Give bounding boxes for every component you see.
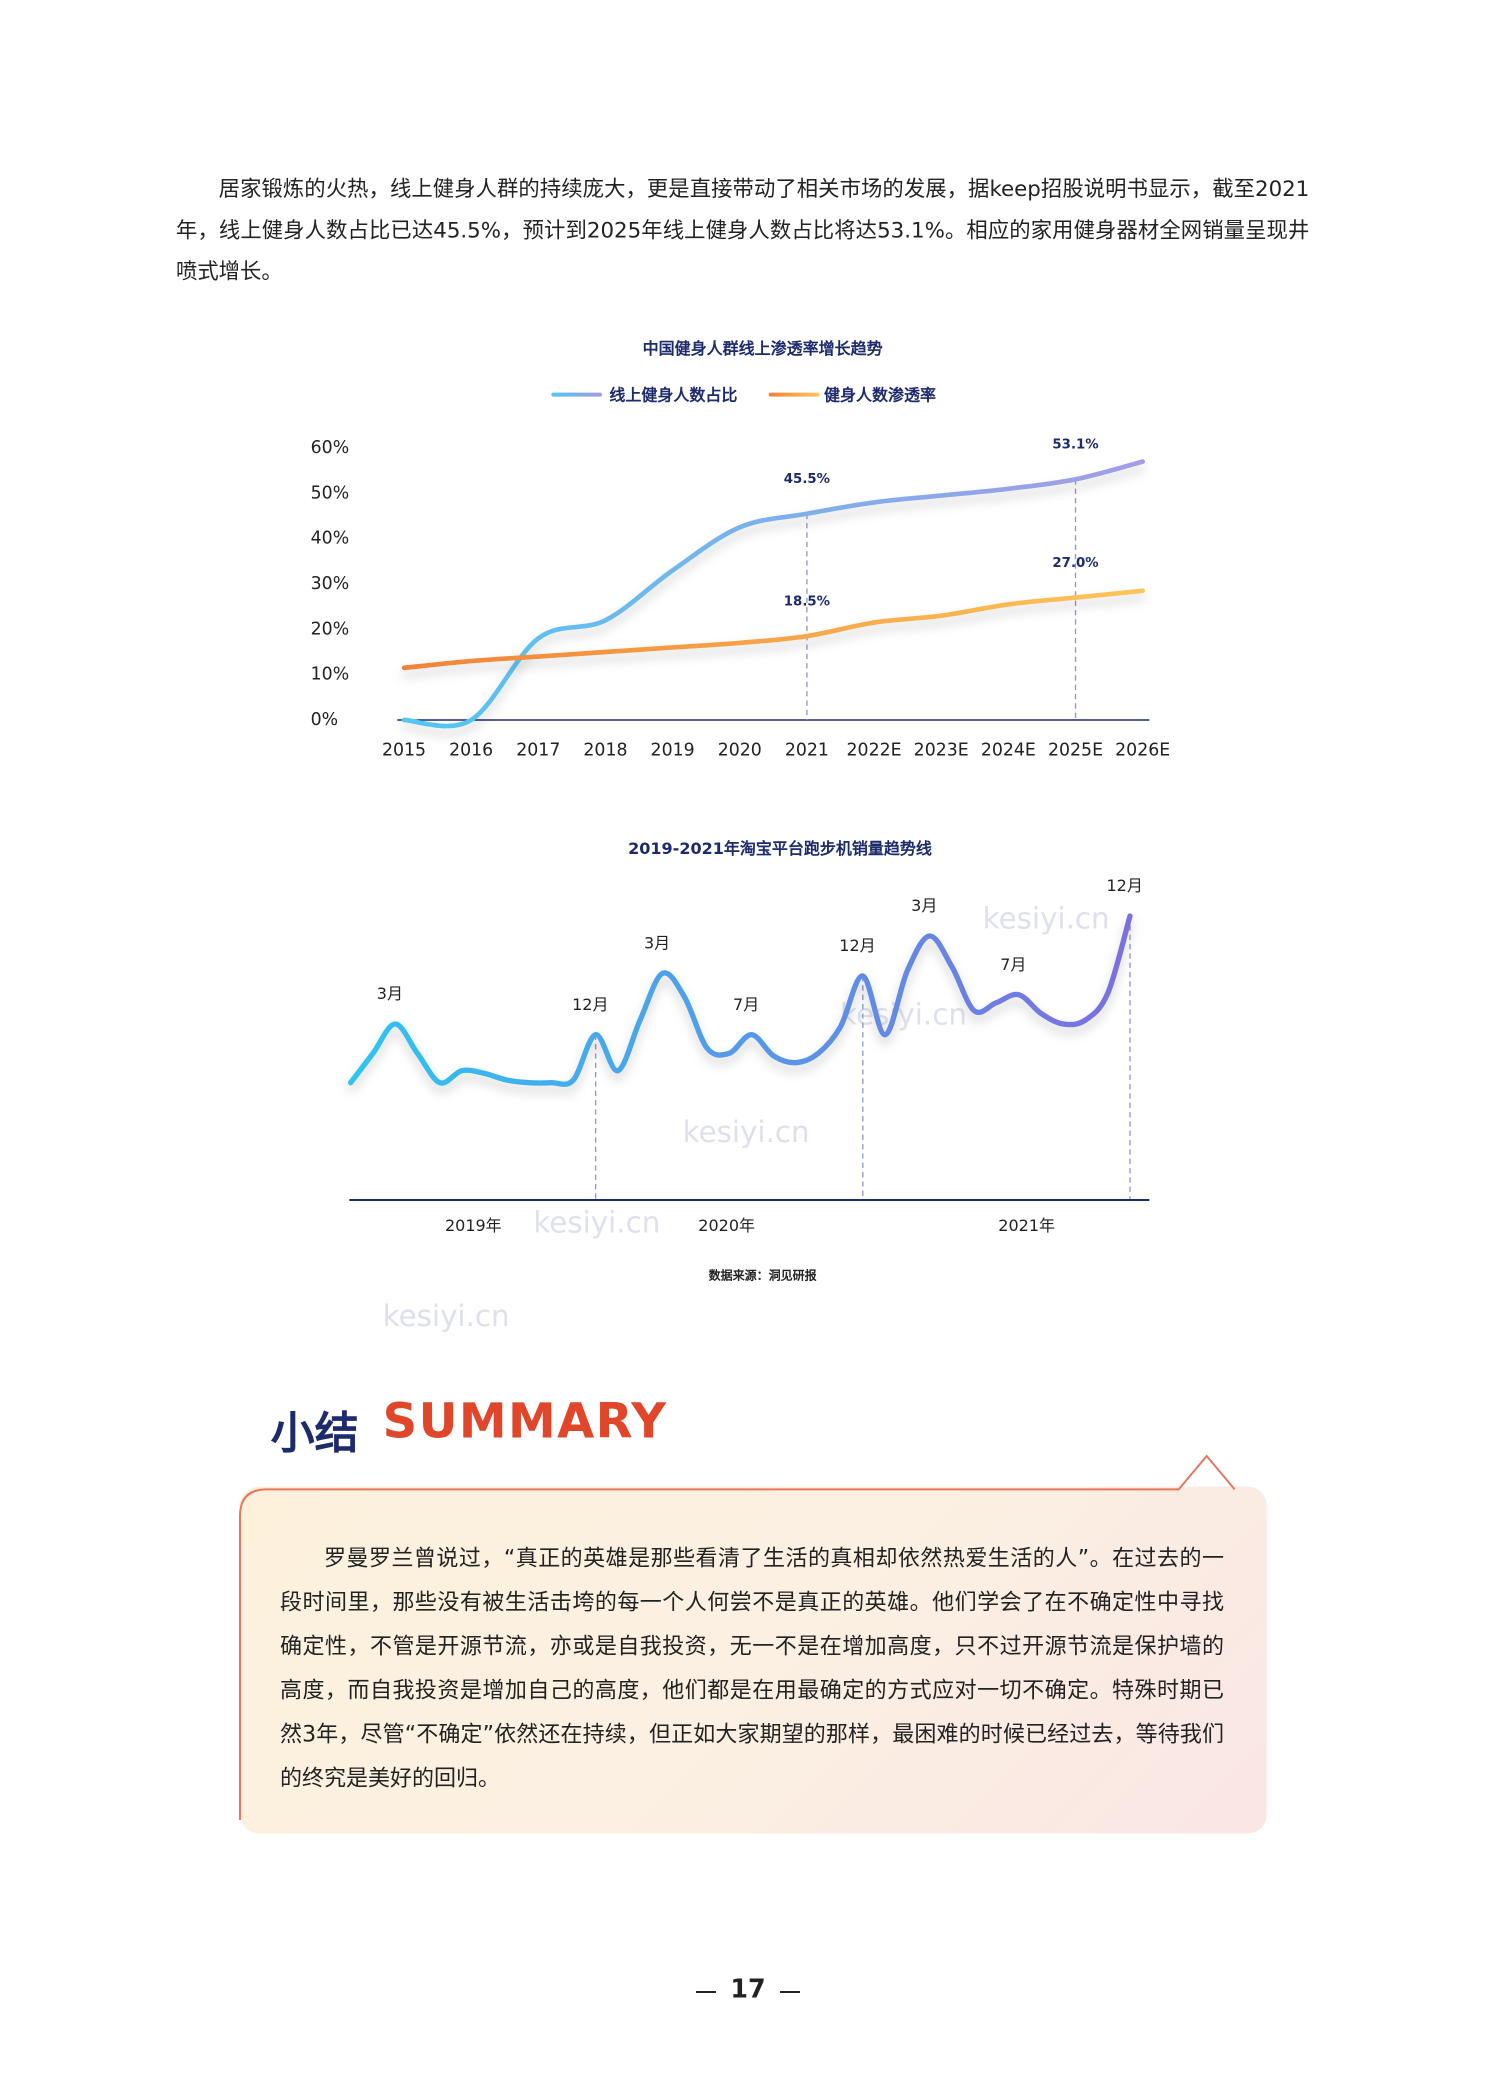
- summary-border: [239, 1454, 1236, 1821]
- x-tick-label: 2019: [651, 741, 695, 761]
- summary-paragraph: 罗曼罗兰曾说过，“真正的英雄是那些看清了生活的真相却依然热爱生活的人”。在过去的…: [280, 1545, 1225, 1791]
- summary-title-en: SUMMARY: [382, 1394, 668, 1450]
- y-tick-label: 0%: [311, 710, 339, 730]
- x-tick-label: 2015: [382, 741, 426, 761]
- x-tick-label: 2017: [516, 741, 560, 761]
- point-label: 7月: [733, 995, 759, 1014]
- data-label: 27.0%: [1052, 556, 1098, 571]
- source: 数据来源：洞见研报: [709, 1268, 817, 1283]
- data-label: 53.1%: [1052, 438, 1098, 453]
- x-tick-label: 2018: [583, 741, 627, 761]
- point-label: 3月: [644, 934, 670, 953]
- x-tick-label: 2016: [449, 741, 493, 761]
- point-label: 3月: [911, 896, 937, 915]
- watermark: kesiyi.cn: [383, 1299, 510, 1333]
- line: [401, 588, 1146, 671]
- x-tick-label: 2024E: [981, 741, 1036, 761]
- y-tick-label: 20%: [311, 619, 350, 639]
- data-label: 45.5%: [784, 472, 830, 487]
- summary-title-cn: 小结: [270, 1406, 359, 1459]
- summary-box: [240, 1486, 1267, 1834]
- intro-paragraph: 居家锻炼的火热，线上健身人群的持续庞大，更是直接带动了相关市场的发展，据keep…: [176, 176, 1310, 285]
- watermark: kesiyi.cn: [840, 998, 967, 1032]
- point-label: 12月: [1106, 876, 1142, 895]
- chart-title: 2019-2021年淘宝平台跑步机销量趋势线: [628, 839, 932, 858]
- y-tick-label: 30%: [311, 574, 350, 594]
- y-tick-label: 40%: [311, 529, 350, 549]
- x-tick-label: 2026E: [1115, 741, 1170, 761]
- x-tick-label: 2020: [718, 741, 762, 761]
- y-tick-label: 50%: [311, 483, 350, 503]
- watermark: kesiyi.cn: [533, 1206, 660, 1240]
- watermark: kesiyi.cn: [983, 902, 1110, 936]
- legend-label: 线上健身人数占比: [609, 386, 737, 405]
- point-label: 12月: [839, 936, 875, 955]
- point-label: 7月: [1000, 955, 1026, 974]
- line: [401, 459, 1146, 729]
- x-tick-label: 2025E: [1048, 741, 1103, 761]
- year-label: 2021年: [998, 1216, 1055, 1235]
- page-number: 17: [730, 1974, 766, 2005]
- y-tick-label: 10%: [311, 665, 350, 685]
- watermark: kesiyi.cn: [683, 1115, 810, 1149]
- x-tick-label: 2023E: [914, 741, 969, 761]
- x-tick-label: 2022E: [847, 741, 902, 761]
- chart-title: 中国健身人群线上渗透率增长趋势: [643, 339, 883, 358]
- year-label: 2019年: [445, 1216, 502, 1235]
- x-tick-label: 2021: [785, 741, 829, 761]
- point-label: 12月: [572, 995, 608, 1014]
- legend-label: 健身人数渗透率: [824, 386, 936, 405]
- y-tick-label: 60%: [311, 438, 350, 458]
- line: [348, 913, 1133, 1087]
- data-label: 18.5%: [784, 594, 830, 609]
- point-label: 3月: [377, 984, 403, 1003]
- year-label: 2020年: [698, 1216, 755, 1235]
